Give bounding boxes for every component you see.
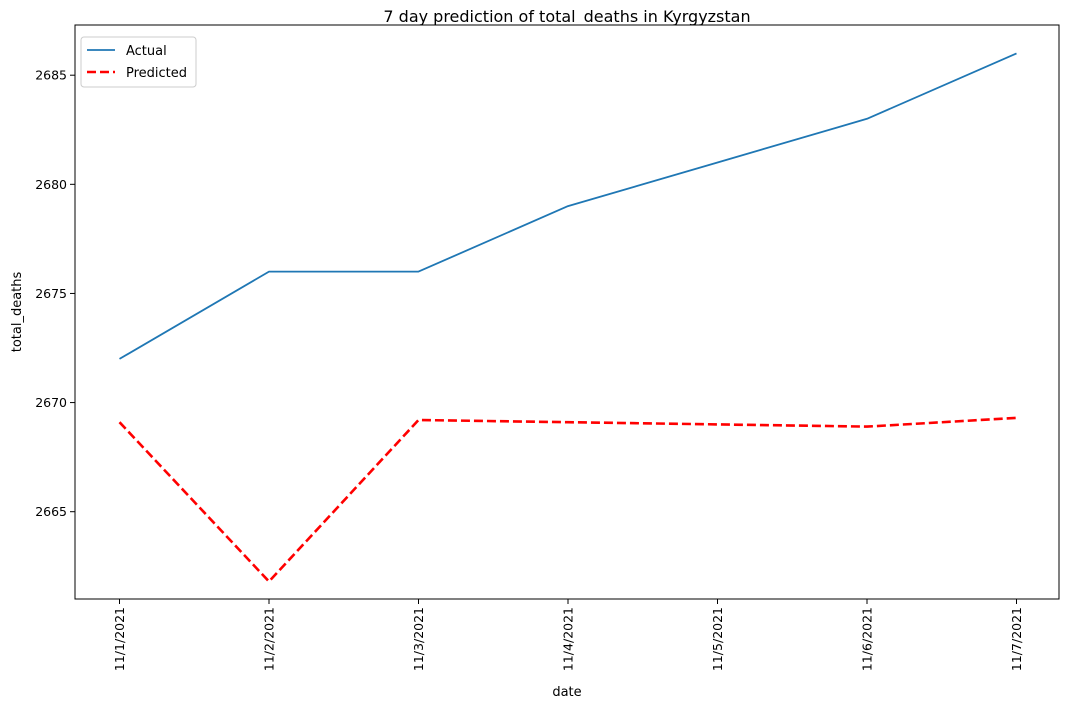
x-tick-label: 11/2/2021 — [262, 607, 277, 671]
y-tick-label: 2670 — [35, 395, 67, 410]
x-tick-label: 11/4/2021 — [561, 607, 576, 671]
x-axis-ticks: 11/1/2021 11/2/2021 11/3/2021 11/4/2021 11/5… — [112, 599, 1024, 671]
x-tick-label: 11/5/2021 — [710, 607, 725, 671]
x-axis-label: date — [552, 685, 581, 700]
y-axis-label: total_deaths — [10, 272, 25, 353]
series-line-actual — [119, 52, 1017, 360]
legend: Actual Predicted — [80, 36, 197, 88]
legend-label-actual: Actual — [126, 44, 167, 59]
y-axis-ticks: 2665 2670 2675 2680 2685 — [35, 68, 75, 519]
series-line-predicted — [118, 416, 1017, 583]
x-tick-label: 11/1/2021 — [112, 607, 127, 671]
y-tick-label: 2680 — [35, 177, 67, 192]
y-tick-label: 2685 — [35, 68, 67, 83]
y-tick-label: 2665 — [35, 504, 67, 519]
series-lines — [118, 52, 1017, 583]
plot-area — [74, 24, 1060, 600]
legend-label-predicted: Predicted — [126, 66, 187, 81]
x-tick-label: 11/6/2021 — [860, 607, 875, 671]
x-tick-label: 11/7/2021 — [1009, 607, 1024, 671]
chart-title: 7 day prediction of total_deaths in Kyrg… — [383, 7, 750, 27]
y-tick-label: 2675 — [35, 286, 67, 301]
x-tick-label: 11/3/2021 — [411, 607, 426, 671]
